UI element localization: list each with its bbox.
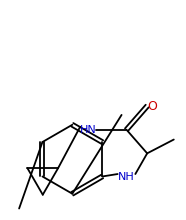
- Text: HN: HN: [80, 125, 97, 135]
- Text: O: O: [147, 100, 157, 113]
- Text: NH: NH: [118, 172, 135, 182]
